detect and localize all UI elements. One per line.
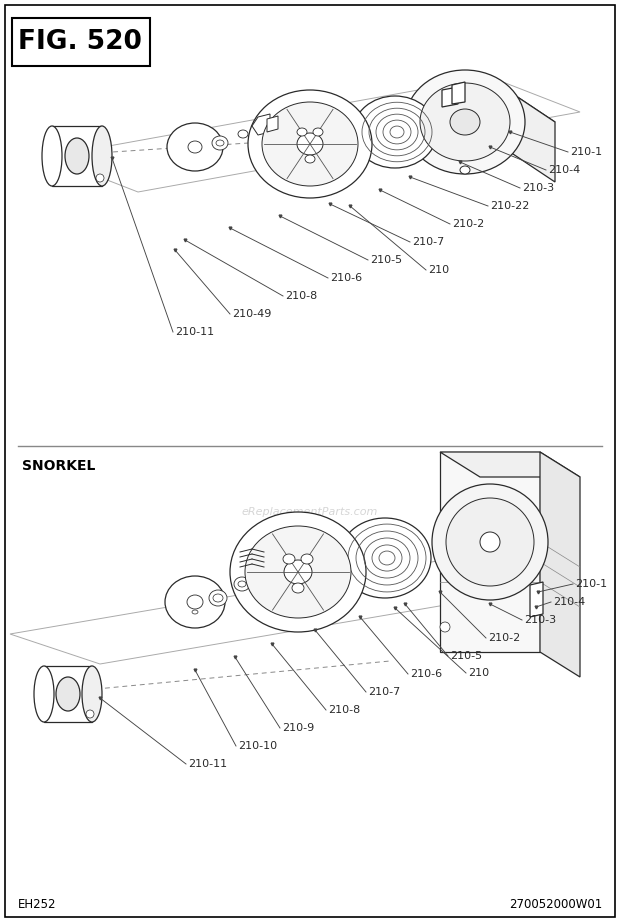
Text: 270052000W01: 270052000W01	[509, 897, 602, 911]
Ellipse shape	[167, 123, 223, 171]
Text: 210-7: 210-7	[368, 687, 401, 697]
Ellipse shape	[297, 133, 323, 155]
Text: 210-22: 210-22	[490, 201, 529, 211]
Text: 210-6: 210-6	[410, 669, 442, 679]
Text: 210-4: 210-4	[553, 597, 585, 607]
Polygon shape	[530, 582, 543, 617]
Text: 210-9: 210-9	[282, 723, 314, 733]
Ellipse shape	[446, 498, 534, 586]
Polygon shape	[440, 452, 580, 477]
Text: 210-1: 210-1	[575, 579, 607, 589]
Ellipse shape	[86, 710, 94, 718]
Ellipse shape	[42, 126, 62, 186]
Ellipse shape	[187, 595, 203, 609]
Text: 210-8: 210-8	[328, 705, 360, 715]
Ellipse shape	[248, 90, 372, 198]
Ellipse shape	[216, 140, 224, 146]
Text: 210: 210	[428, 265, 449, 275]
Ellipse shape	[65, 138, 89, 174]
Ellipse shape	[245, 526, 351, 618]
Ellipse shape	[192, 610, 198, 614]
Ellipse shape	[212, 136, 228, 150]
Ellipse shape	[283, 554, 295, 564]
Text: 210-4: 210-4	[548, 165, 580, 175]
Ellipse shape	[313, 128, 323, 136]
Ellipse shape	[284, 560, 312, 584]
Ellipse shape	[238, 581, 246, 587]
Ellipse shape	[432, 484, 548, 600]
Polygon shape	[442, 87, 458, 107]
Polygon shape	[430, 92, 555, 135]
Polygon shape	[267, 116, 278, 132]
Ellipse shape	[420, 83, 510, 161]
Ellipse shape	[165, 576, 225, 628]
Text: 210-3: 210-3	[522, 183, 554, 193]
Text: 210-2: 210-2	[488, 633, 520, 643]
Text: SNORKEL: SNORKEL	[22, 459, 95, 473]
Text: 210-2: 210-2	[452, 219, 484, 229]
Text: 210-5: 210-5	[370, 255, 402, 265]
Text: 210-1: 210-1	[570, 147, 602, 157]
Ellipse shape	[56, 677, 80, 711]
Ellipse shape	[234, 577, 250, 591]
Ellipse shape	[213, 594, 223, 602]
Polygon shape	[440, 452, 540, 652]
Ellipse shape	[34, 666, 54, 722]
Polygon shape	[252, 114, 270, 135]
Ellipse shape	[460, 166, 470, 174]
Ellipse shape	[209, 590, 227, 606]
Ellipse shape	[96, 174, 104, 182]
Text: eReplacementParts.com: eReplacementParts.com	[242, 507, 378, 517]
Polygon shape	[510, 92, 555, 182]
Text: 210: 210	[468, 668, 489, 678]
Ellipse shape	[339, 518, 431, 598]
Ellipse shape	[238, 130, 248, 138]
Ellipse shape	[301, 554, 313, 564]
Ellipse shape	[82, 666, 102, 722]
Polygon shape	[52, 126, 102, 186]
Ellipse shape	[440, 622, 450, 632]
Ellipse shape	[92, 126, 112, 186]
Text: 210-7: 210-7	[412, 237, 445, 247]
Ellipse shape	[405, 70, 525, 174]
Polygon shape	[452, 82, 465, 104]
Ellipse shape	[353, 96, 437, 168]
Text: FIG. 520: FIG. 520	[18, 29, 142, 55]
Ellipse shape	[230, 512, 366, 632]
Ellipse shape	[297, 128, 307, 136]
Text: 210-3: 210-3	[524, 615, 556, 625]
Ellipse shape	[450, 109, 480, 135]
Ellipse shape	[305, 155, 315, 163]
Text: 210-49: 210-49	[232, 309, 272, 319]
Ellipse shape	[188, 141, 202, 153]
Ellipse shape	[480, 532, 500, 552]
Text: 210-11: 210-11	[188, 759, 227, 769]
Text: 210-10: 210-10	[238, 741, 277, 751]
Ellipse shape	[292, 583, 304, 593]
Polygon shape	[44, 666, 92, 722]
Text: 210-6: 210-6	[330, 273, 362, 283]
Polygon shape	[540, 452, 580, 677]
Text: 210-8: 210-8	[285, 291, 317, 301]
Text: EH252: EH252	[18, 897, 56, 911]
Text: 210-11: 210-11	[175, 327, 214, 337]
Bar	[12, 18, 150, 66]
Text: 210-5: 210-5	[450, 651, 482, 661]
Ellipse shape	[262, 102, 358, 186]
